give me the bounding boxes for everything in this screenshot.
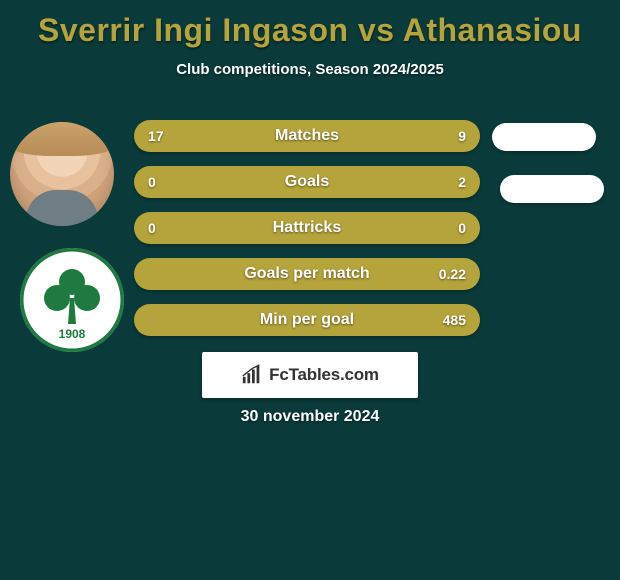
- branding-text: FcTables.com: [269, 365, 379, 385]
- stat-label: Hattricks: [134, 212, 480, 244]
- stat-right: 485: [443, 304, 466, 336]
- page-title: Sverrir Ingi Ingason vs Athanasiou: [0, 0, 620, 53]
- stat-label: Matches: [134, 120, 480, 152]
- snapshot-date: 30 november 2024: [0, 408, 620, 426]
- stat-left: 0: [148, 212, 156, 244]
- page-subtitle: Club competitions, Season 2024/2025: [0, 61, 620, 78]
- stats-bars: 17 Matches 9 0 Goals 2 0 Hattricks 0 Goa…: [134, 120, 480, 350]
- avatar-column: 1908: [8, 122, 118, 352]
- stat-right: 2: [458, 166, 466, 198]
- winner-pill-goals: [500, 175, 604, 203]
- branding-badge: FcTables.com: [202, 352, 418, 398]
- club-year: 1908: [59, 327, 86, 341]
- stat-label: Min per goal: [134, 304, 480, 336]
- winner-pill-matches: [492, 123, 596, 151]
- stat-label: Goals per match: [134, 258, 480, 290]
- stat-right: 9: [458, 120, 466, 152]
- stat-label: Goals: [134, 166, 480, 198]
- stat-row-goals: 0 Goals 2: [134, 166, 480, 198]
- player-avatar: [10, 122, 114, 226]
- stat-row-min-per-goal: Min per goal 485: [134, 304, 480, 336]
- stat-right: 0: [458, 212, 466, 244]
- stat-row-hattricks: 0 Hattricks 0: [134, 212, 480, 244]
- stat-row-matches: 17 Matches 9: [134, 120, 480, 152]
- stat-left: 0: [148, 166, 156, 198]
- club-badge: 1908: [20, 248, 124, 352]
- stat-right: 0.22: [439, 258, 466, 290]
- stat-left: 17: [148, 120, 164, 152]
- shamrock-icon: 1908: [20, 248, 124, 352]
- chart-icon: [241, 364, 263, 386]
- stat-row-goals-per-match: Goals per match 0.22: [134, 258, 480, 290]
